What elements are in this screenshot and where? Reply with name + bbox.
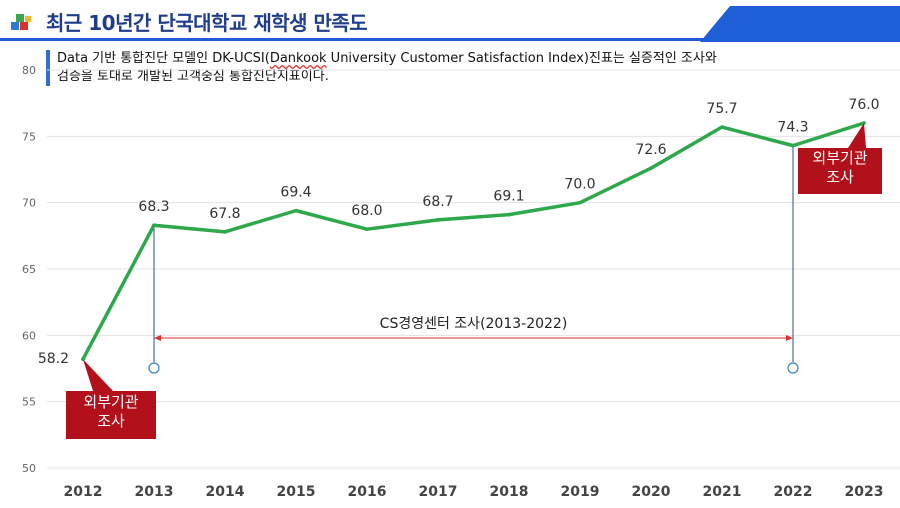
data-point [365, 227, 369, 231]
x-tick-label: 2012 [64, 484, 103, 500]
x-tick-label: 2014 [206, 484, 245, 500]
x-tick-label: 2015 [277, 484, 316, 500]
data-point [649, 166, 653, 170]
description-line-2: 검증을 토대로 개발된 고객중심 통합진단지표이다. [57, 69, 329, 84]
data-label: 70.0 [564, 177, 595, 193]
note-2012-line-1: 외부기관 [83, 393, 139, 411]
data-label: 67.8 [209, 206, 240, 222]
range-label: CS경영센터 조사(2013-2022) [380, 316, 568, 332]
data-point [578, 200, 582, 205]
description-line-1-underlined: Dankook [269, 51, 327, 66]
range-markers: CS경영센터 조사(2013-2022) [148, 145, 799, 374]
data-point [436, 218, 440, 222]
callout-pointers [83, 123, 866, 391]
external-survey-note-2012: 외부기관 조사 [66, 391, 156, 439]
x-tick-label: 2019 [561, 484, 600, 500]
y-tick-label: 50 [22, 462, 36, 475]
cubes-logo-icon [11, 14, 31, 30]
external-survey-note-2023: 외부기관 조사 [798, 148, 882, 194]
data-label: 68.3 [138, 199, 169, 215]
callout-pointer-2012 [83, 359, 113, 391]
x-tick-label: 2018 [490, 484, 529, 500]
x-tick-label: 2016 [348, 484, 387, 500]
note-2012-line-2: 조사 [97, 412, 125, 430]
y-axis-ticks: 50 55 60 65 70 75 80 [22, 64, 36, 475]
data-point [223, 230, 227, 234]
data-point [81, 357, 85, 362]
x-axis-ticks: 2012 2013 2014 2015 2016 2017 2018 2019 2020 2021… [64, 484, 884, 500]
x-tick-label: 2023 [845, 484, 884, 500]
header-banner: 최근 10년간 단국대학교 재학생 만족도 [0, 0, 900, 42]
note-2023-line-1: 외부기관 [812, 149, 868, 167]
data-point [152, 223, 156, 228]
data-point [507, 212, 511, 217]
page-title: 최근 10년간 단국대학교 재학생 만족도 [46, 11, 368, 35]
header-background [0, 6, 900, 42]
range-arrow-head-left [154, 335, 161, 341]
data-label: 69.4 [280, 185, 311, 201]
description-line-1-start: Data 기반 통합진단 모델인 DK-UCSI( [57, 51, 270, 66]
y-tick-label: 55 [22, 396, 36, 409]
range-end-circle [787, 362, 799, 374]
data-label: 74.3 [777, 120, 808, 136]
range-end-circle [148, 362, 160, 374]
data-label: 58.2 [38, 351, 69, 367]
x-tick-label: 2020 [632, 484, 671, 500]
data-label: 72.6 [635, 142, 666, 158]
range-arrow-head-right [786, 335, 793, 341]
y-tick-label: 80 [22, 64, 36, 77]
data-label: 75.7 [706, 101, 737, 117]
x-tick-label: 2013 [135, 484, 174, 500]
x-tick-label: 2017 [419, 484, 458, 500]
data-labels: 58.2 68.3 67.8 69.4 68.0 68.7 69.1 70.0 72.6 75.7… [38, 97, 880, 367]
description-text: Data 기반 통합진단 모델인 DK-UCSI(Dankook Univers… [57, 50, 857, 86]
y-tick-label: 75 [22, 130, 36, 143]
series-line [81, 121, 866, 361]
y-tick-label: 60 [22, 329, 36, 342]
callout-pointer-2023 [848, 123, 866, 148]
x-tick-label: 2021 [703, 484, 742, 500]
note-2023-line-2: 조사 [826, 168, 854, 186]
data-label: 68.7 [422, 194, 453, 210]
description-line-1: Data 기반 통합진단 모델인 DK-UCSI(Dankook Univers… [57, 50, 857, 68]
data-point [294, 208, 298, 213]
data-point [791, 143, 795, 148]
grid-lines [47, 69, 900, 469]
y-tick-label: 70 [22, 197, 36, 210]
y-tick-label: 65 [22, 263, 36, 276]
data-label: 76.0 [848, 97, 879, 113]
description-accent-bar [46, 50, 50, 86]
data-point [720, 125, 724, 129]
data-label: 68.0 [351, 203, 382, 219]
x-tick-label: 2022 [774, 484, 813, 500]
description-line-1-end: University Customer Satisfaction Index)진… [326, 51, 717, 66]
data-label: 69.1 [493, 189, 524, 205]
